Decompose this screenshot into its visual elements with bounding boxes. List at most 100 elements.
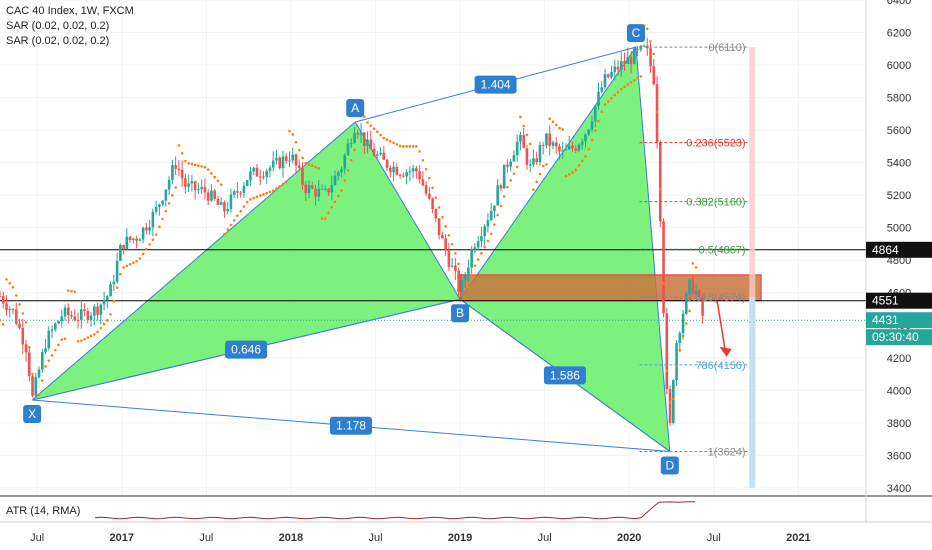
candle-body bbox=[606, 74, 610, 78]
candle-body bbox=[551, 142, 555, 146]
y-tick-label: 6000 bbox=[887, 60, 911, 72]
candle-body bbox=[102, 300, 106, 305]
sar-dot bbox=[701, 290, 704, 293]
point-label: B bbox=[456, 306, 464, 320]
candle-body bbox=[372, 148, 376, 156]
candle-body bbox=[197, 189, 200, 191]
candle-body bbox=[314, 188, 317, 197]
sar-dot bbox=[174, 186, 177, 189]
fib-label: 0.618(4574) bbox=[686, 292, 745, 304]
candle-body bbox=[40, 352, 44, 370]
sar-dot bbox=[148, 243, 151, 246]
candle-body bbox=[99, 304, 103, 315]
candle-body bbox=[587, 129, 591, 135]
sar-dot bbox=[96, 330, 99, 334]
candle-body bbox=[567, 145, 571, 150]
candle-body bbox=[333, 175, 337, 186]
candle-body bbox=[496, 185, 499, 206]
candle-body bbox=[597, 91, 600, 106]
candle-body bbox=[499, 185, 503, 189]
sar-dot bbox=[232, 219, 236, 222]
candle-body bbox=[53, 323, 57, 330]
candle-body bbox=[408, 171, 412, 173]
ratio-badge bbox=[543, 366, 586, 385]
sar-dots bbox=[0, 24, 704, 410]
current-price-label: 4431 bbox=[872, 313, 899, 327]
axes: 3400360038004000420044004600480050005200… bbox=[30, 0, 932, 544]
sar-dot bbox=[239, 209, 243, 213]
fib-label: 0(6110) bbox=[708, 42, 745, 54]
candle-body bbox=[14, 309, 18, 324]
sar-dot bbox=[333, 200, 337, 204]
point-label: X bbox=[28, 407, 36, 421]
sar-dot bbox=[597, 119, 600, 123]
sar-dot bbox=[558, 126, 561, 130]
candle-body bbox=[447, 250, 451, 267]
candle-body bbox=[37, 369, 41, 378]
candle-body bbox=[353, 132, 356, 144]
sar-dot bbox=[610, 97, 613, 100]
candle-body bbox=[415, 168, 418, 172]
sar-dot bbox=[428, 176, 431, 180]
candle-body bbox=[515, 141, 519, 156]
candle-body bbox=[125, 236, 129, 250]
sar-dot bbox=[431, 186, 434, 190]
sar-dot bbox=[119, 272, 122, 276]
candle-body bbox=[346, 143, 350, 156]
sar-dot bbox=[80, 339, 83, 342]
sar-dot bbox=[366, 121, 369, 124]
candle-body bbox=[600, 87, 604, 92]
sar-dot bbox=[509, 179, 512, 182]
candle-body bbox=[206, 192, 210, 201]
fib-label: 0.382(5160) bbox=[686, 197, 745, 209]
candle-body bbox=[424, 185, 428, 194]
sar-dot bbox=[603, 103, 607, 106]
candle-body bbox=[76, 320, 80, 322]
sar-dot bbox=[587, 147, 591, 151]
candle-body bbox=[389, 167, 392, 173]
candle-body bbox=[161, 200, 164, 205]
sar-dot bbox=[353, 148, 356, 152]
candle-body bbox=[392, 166, 395, 173]
y-tick-label: 4800 bbox=[887, 255, 911, 267]
point-badge bbox=[346, 98, 365, 117]
candle-body bbox=[379, 152, 382, 155]
price-tag bbox=[866, 241, 932, 258]
sar-dot bbox=[600, 110, 604, 114]
candle-body bbox=[154, 206, 158, 212]
candle-body bbox=[522, 134, 525, 148]
candle-body bbox=[268, 167, 272, 171]
candle-body bbox=[187, 183, 190, 187]
candle-body bbox=[623, 61, 626, 64]
candle-body bbox=[418, 171, 421, 180]
fib-bar-red bbox=[749, 47, 756, 480]
x-tick-label: Jul bbox=[30, 532, 44, 544]
candle-body bbox=[421, 179, 425, 186]
sar-dot bbox=[379, 133, 382, 137]
sar-dot bbox=[83, 337, 86, 341]
sar-dot bbox=[506, 185, 509, 189]
candle-body bbox=[174, 165, 177, 169]
sar-dot bbox=[619, 87, 623, 91]
candle-body bbox=[463, 275, 467, 281]
sar-dot bbox=[346, 169, 350, 172]
candle-body bbox=[688, 279, 691, 294]
candle-body bbox=[304, 184, 308, 194]
sar-dot bbox=[668, 401, 672, 404]
sar-dot bbox=[532, 188, 535, 191]
sar-dot bbox=[454, 252, 457, 255]
sar-dot bbox=[672, 397, 675, 401]
candle-body bbox=[616, 66, 620, 70]
candle-body bbox=[271, 160, 275, 168]
candle-body bbox=[330, 185, 334, 193]
candle-body bbox=[502, 164, 506, 189]
sar-dot bbox=[349, 158, 353, 162]
candle-body bbox=[219, 202, 223, 205]
sar-dot bbox=[135, 259, 138, 263]
sar-dot bbox=[450, 242, 454, 246]
candle-body bbox=[320, 188, 324, 190]
point-label: C bbox=[632, 26, 641, 40]
countdown-tag bbox=[866, 329, 932, 346]
sar-dot bbox=[187, 161, 190, 165]
